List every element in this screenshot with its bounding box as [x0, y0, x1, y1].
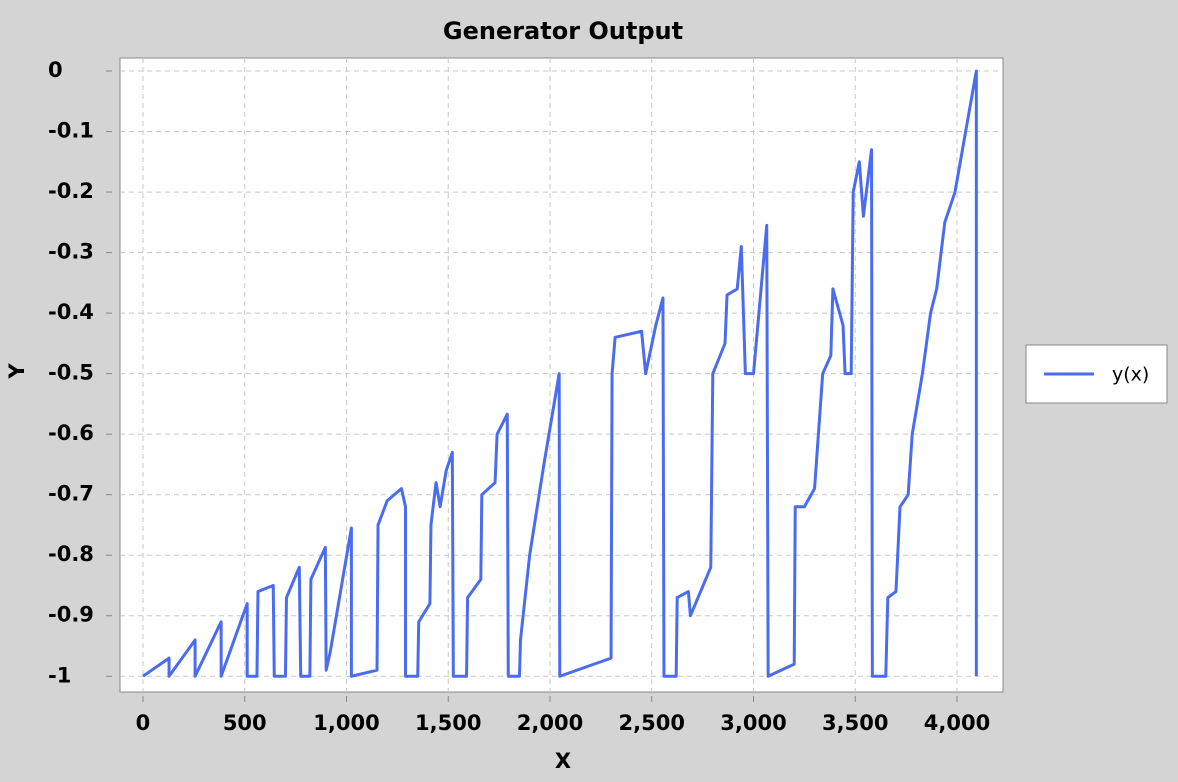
legend-label: y(x): [1112, 364, 1149, 386]
x-tick-label: 2,500: [619, 711, 685, 735]
x-tick-label: 2,000: [517, 711, 583, 735]
x-tick-label: 3,000: [720, 711, 786, 735]
chart-title: Generator Output: [443, 17, 683, 45]
y-tick-label: -0.8: [48, 542, 94, 566]
x-tick-label: 4,000: [924, 711, 990, 735]
x-tick-label: 500: [223, 711, 267, 735]
x-tick-label: 3,500: [822, 711, 888, 735]
y-tick-label: -0.1: [48, 119, 94, 143]
data-line: [142, 69, 978, 678]
y-tick-label: -0.9: [48, 603, 94, 627]
y-axis-label: Y: [5, 363, 29, 380]
y-tick-label: -1: [48, 663, 71, 687]
x-axis-label: X: [555, 749, 571, 773]
y-tick-label: -0.3: [48, 240, 94, 264]
x-tick-label: 1,000: [313, 711, 379, 735]
y-tick-label: -0.4: [48, 300, 94, 324]
y-tick-label: -0.2: [48, 179, 94, 203]
y-tick-label: -0.7: [48, 482, 94, 506]
y-tick-label: -0.6: [48, 421, 94, 445]
y-tick-label: 0: [48, 58, 63, 82]
x-tick-label: 0: [136, 711, 151, 735]
x-tick-label: 1,500: [415, 711, 481, 735]
y-tick-label: -0.5: [48, 361, 94, 385]
